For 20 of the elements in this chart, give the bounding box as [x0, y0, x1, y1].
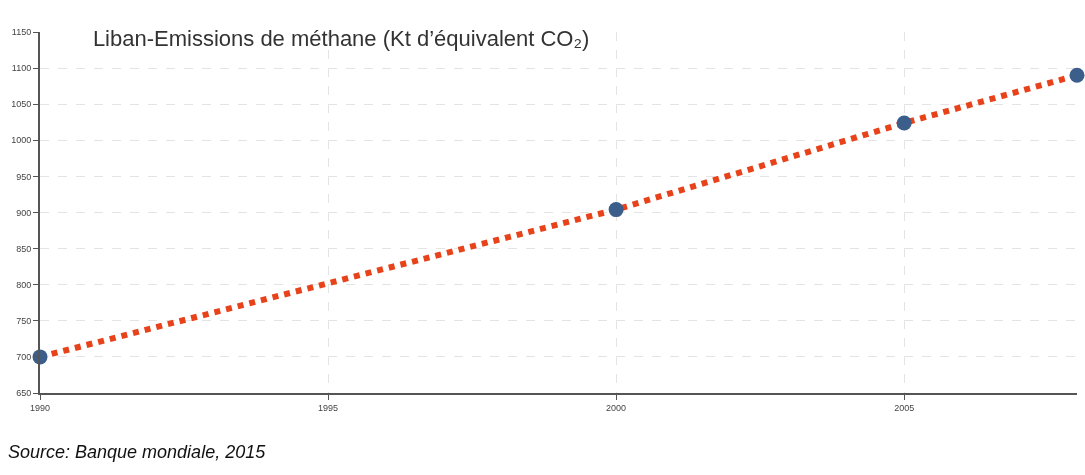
- y-tick-label: 1100: [11, 63, 32, 74]
- source-note: Source: Banque mondiale, 2015: [8, 442, 267, 462]
- point: [896, 115, 912, 131]
- point: [608, 202, 624, 218]
- y-tick-label: 950: [16, 171, 32, 182]
- y-tick-label: 1000: [11, 135, 32, 146]
- x-tick-label: 1995: [318, 402, 339, 413]
- y-tick-label: 700: [16, 352, 32, 363]
- y-tick-label: 800: [16, 279, 32, 290]
- y-tick-label: 650: [16, 388, 32, 399]
- y-tick-label: 1050: [11, 99, 32, 110]
- y-tick-label: 750: [16, 315, 32, 326]
- x-tick-label: 2005: [894, 402, 915, 413]
- y-tick-label: 900: [16, 207, 32, 218]
- y-tick-label: 1150: [11, 27, 32, 38]
- x-tick-label: 2000: [606, 402, 627, 413]
- x-tick-label: 1990: [29, 402, 51, 413]
- point: [1069, 67, 1085, 83]
- chart-title: Liban-Emissions de méthane (Kt d’équivalent CO₂): [92, 26, 590, 52]
- y-tick-label: 850: [16, 243, 32, 254]
